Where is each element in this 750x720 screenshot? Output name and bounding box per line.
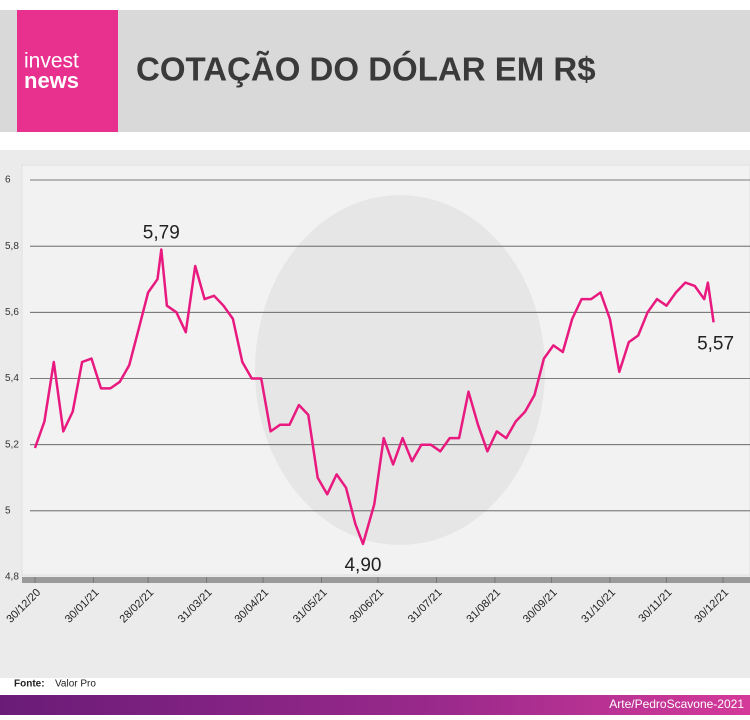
- data-label: 5,57: [697, 333, 734, 354]
- logo-text: news: [24, 68, 79, 93]
- y-tick-label: 6: [5, 175, 11, 186]
- title: COTAÇÃO DO DÓLAR EM R$: [136, 51, 596, 88]
- data-label: 5,79: [143, 222, 180, 243]
- y-tick-label: 5,4: [5, 373, 19, 384]
- banknote-portrait: [255, 195, 545, 545]
- y-tick-label: 5,6: [5, 307, 19, 318]
- source-label: Fonte:: [14, 679, 45, 690]
- y-tick-label: 5,8: [5, 241, 19, 252]
- footer-bar: [0, 695, 750, 715]
- y-tick-label: 4,8: [5, 572, 19, 583]
- source: Valor Pro: [55, 679, 96, 690]
- line: [33, 248, 715, 546]
- y-tick-label: 5,2: [5, 439, 19, 450]
- y-tick-label: 5: [5, 505, 11, 516]
- logo-box: [17, 10, 118, 132]
- logo-text: invest: [24, 50, 79, 73]
- x-axis-bar: [22, 577, 750, 583]
- data-label: 4,90: [344, 555, 381, 576]
- credit: Arte/PedroScavone-2021: [609, 697, 744, 711]
- header-band: [0, 10, 750, 132]
